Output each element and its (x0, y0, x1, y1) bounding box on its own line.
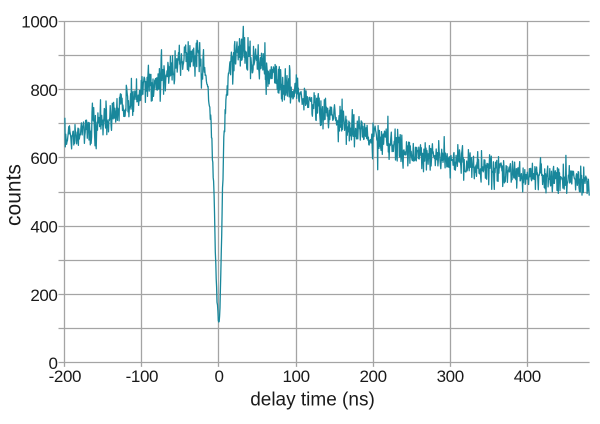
svg-text:200: 200 (30, 286, 57, 305)
svg-text:800: 800 (30, 81, 57, 100)
svg-text:counts: counts (3, 164, 26, 226)
svg-text:400: 400 (514, 367, 541, 386)
svg-text:-200: -200 (49, 367, 81, 386)
svg-text:600: 600 (30, 149, 57, 168)
svg-text:1000: 1000 (21, 13, 57, 32)
svg-text:0: 0 (48, 354, 57, 373)
svg-text:100: 100 (283, 367, 310, 386)
svg-text:200: 200 (360, 367, 387, 386)
svg-text:400: 400 (30, 218, 57, 237)
svg-text:300: 300 (437, 367, 464, 386)
svg-text:-100: -100 (126, 367, 158, 386)
svg-text:0: 0 (214, 367, 223, 386)
svg-text:delay time (ns): delay time (ns) (250, 390, 375, 411)
